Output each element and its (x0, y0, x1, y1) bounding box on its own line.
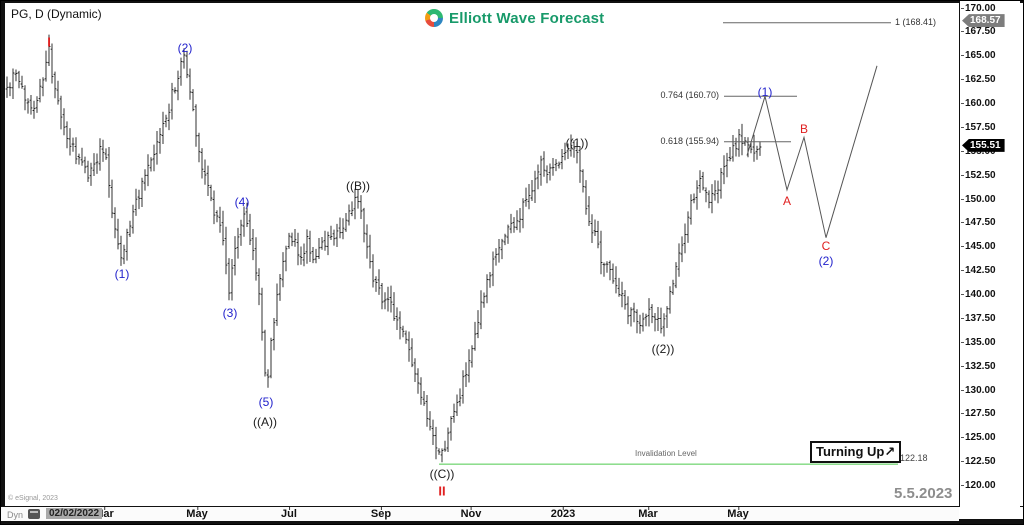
fib-level-label: 0.618 (155.94) (660, 135, 719, 146)
price-tick: 150.00 (961, 193, 996, 205)
wave-label: (4) (234, 195, 250, 209)
fib-level-label: 1 (168.41) (895, 16, 937, 27)
wave-label: B (799, 122, 809, 136)
price-tick: 145.00 (961, 241, 996, 253)
wave-label: (3) (222, 306, 238, 320)
fib-level-label: 0.764 (160.70) (660, 90, 719, 101)
time-tick: Jul (281, 507, 297, 520)
time-tick: 2023 (550, 507, 576, 520)
price-tick: 125.00 (961, 432, 996, 444)
wave-label: C (821, 239, 831, 253)
forecast-path (746, 65, 878, 238)
logo-text: Elliott Wave Forecast (449, 9, 605, 27)
invalidation-price: 122.18 (900, 453, 928, 463)
wave-label: (2) (818, 254, 834, 268)
price-tick: 120.00 (961, 480, 996, 491)
wave-label: II (438, 483, 446, 499)
time-axis[interactable]: Mar May Jul Sep Nov 2023 Mar May (1, 507, 959, 521)
wave-label: (5) (258, 395, 274, 409)
price-tick: 142.50 (961, 265, 996, 277)
price-tick: 130.00 (961, 384, 996, 396)
wave-label: ((C)) (429, 467, 455, 481)
price-tick: 127.50 (961, 408, 996, 420)
logo: Elliott Wave Forecast (425, 9, 604, 27)
time-tick: Sep (370, 507, 392, 520)
turning-up-text: Turning Up (816, 444, 885, 459)
esignal-watermark: © eSignal, 2023 (8, 495, 58, 502)
price-axis[interactable]: 170.00 167.50 165.00 162.50 160.00 157.50 155.… (959, 1, 1020, 507)
wave-label: A (782, 194, 792, 208)
wave-label: ((A)) (253, 415, 277, 429)
axis-separator (1, 506, 1023, 507)
turning-up-badge: Turning Up↗ (810, 441, 902, 463)
time-tick: May (727, 507, 749, 520)
last-price-badge: 155.51 (962, 138, 1005, 152)
price-tick: 170.00 (961, 2, 996, 14)
price-tick: 132.50 (961, 360, 996, 372)
wave-label: ((2)) (651, 342, 675, 356)
turning-up-arrow-icon: ↗ (884, 444, 896, 459)
wave-label: I (47, 34, 51, 50)
price-bars (5, 34, 762, 463)
bottom-border (1, 519, 1023, 524)
price-tick: 160.00 (961, 98, 996, 109)
price-tick: 167.50 (961, 26, 996, 38)
invalidation-level-label: Invalidation Level (635, 449, 697, 458)
target-price-badge: 168.57 (962, 14, 1005, 28)
price-tick: 165.00 (961, 50, 996, 62)
wave-label: ((1)) (565, 136, 589, 150)
wave-label: ((B)) (346, 179, 370, 193)
price-chart-canvas[interactable] (1, 1, 959, 508)
time-tick: May (186, 507, 208, 520)
price-tick: 140.00 (961, 289, 996, 300)
wave-label: (1) (114, 267, 130, 281)
price-tick: 152.50 (961, 169, 996, 181)
start-date-badge[interactable]: 02/02/2022 (46, 508, 103, 519)
time-tick: Nov (460, 507, 482, 520)
price-tick: 147.50 (961, 217, 996, 229)
dyn-label: Dyn (7, 510, 24, 520)
left-border (1, 1, 5, 508)
dyn-icon[interactable] (28, 509, 40, 519)
price-tick: 135.00 (961, 336, 996, 348)
symbol-title: PG, D (Dynamic) (11, 7, 102, 21)
price-tick: 137.50 (961, 312, 996, 324)
time-tick: Mar (638, 507, 658, 520)
logo-swirl-icon (425, 9, 443, 27)
top-border (1, 1, 1023, 3)
price-tick: 157.50 (961, 121, 996, 133)
price-tick: 122.50 (961, 456, 996, 468)
wave-label: (2) (177, 41, 193, 55)
date-stamp: 5.5.2023 (894, 485, 953, 502)
wave-label: (1) (757, 85, 773, 99)
price-tick: 162.50 (961, 74, 996, 86)
